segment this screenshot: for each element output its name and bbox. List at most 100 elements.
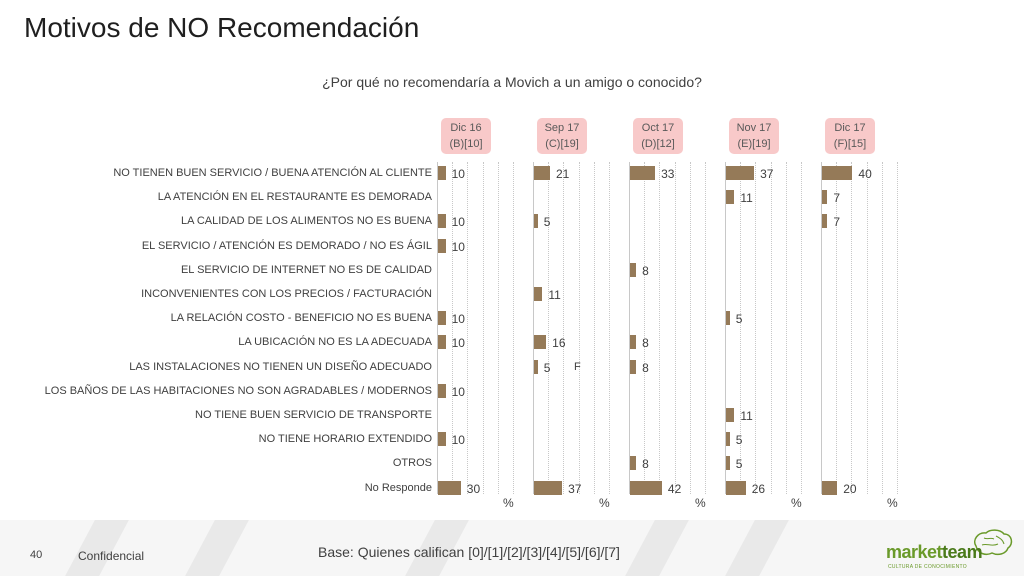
category-label: NO TIENEN BUEN SERVICIO / BUENA ATENCIÓN…	[113, 167, 432, 179]
gridline	[548, 162, 550, 494]
data-label: 8	[642, 336, 649, 351]
gridline	[467, 162, 469, 494]
series-base: (D)[12]	[641, 138, 675, 150]
data-label: 37	[760, 167, 774, 181]
gridline	[881, 162, 883, 494]
category-label: LA CALIDAD DE LOS ALIMENTOS NO ES BUENA	[180, 215, 432, 228]
data-label: 5	[735, 457, 743, 472]
gridline	[866, 162, 868, 494]
chart-subtitle: ¿Por qué no recomendaría a Movich a un a…	[322, 74, 702, 90]
series-header: Dic 17 (F)[15]	[825, 118, 875, 154]
brain-logo-icon	[974, 529, 1013, 556]
data-label: 10	[451, 384, 465, 399]
series-name: Sep 17	[544, 122, 580, 134]
footer-band	[0, 520, 1024, 576]
category-label: LOS BAÑOS DE LAS HABITACIONES NO SON AGR…	[44, 384, 432, 397]
category-label: INCONVENIENTES CON LOS PRECIOS / FACTURA…	[141, 288, 432, 300]
axis-unit-label: %	[503, 496, 514, 510]
bar	[534, 480, 563, 495]
gridline	[740, 162, 742, 494]
series-header: Nov 17 (E)[19]	[729, 118, 779, 154]
bar	[438, 214, 446, 229]
bar	[726, 480, 746, 495]
gridline	[513, 162, 514, 494]
bar	[534, 287, 543, 301]
bar	[726, 408, 735, 422]
bar	[630, 456, 637, 471]
series-base: (B)[10]	[449, 138, 483, 150]
bar	[534, 214, 538, 229]
significance-note: F	[574, 360, 581, 373]
page-number: 40	[30, 549, 43, 561]
axis-line	[725, 162, 726, 494]
bar	[438, 383, 446, 398]
logo-tagline: CULTURA DE CONOCIMIENTO	[888, 564, 967, 570]
axis-unit-label: %	[791, 496, 802, 510]
bar	[822, 166, 853, 180]
gridline	[563, 162, 565, 494]
bar	[438, 480, 461, 495]
series-header: Oct 17 (D)[12]	[633, 118, 683, 154]
bar	[438, 432, 446, 447]
bar	[726, 432, 730, 447]
category-label: NO TIENE HORARIO EXTENDIDO	[258, 433, 432, 446]
category-label: LAS INSTALACIONES NO TIENEN UN DISEÑO AD…	[129, 360, 432, 373]
bar	[726, 166, 755, 180]
bar	[822, 480, 838, 495]
gridline	[897, 162, 898, 494]
axis-unit-label: %	[599, 496, 610, 510]
series-name: Nov 17	[736, 122, 772, 134]
logo-wordmark: marketteam	[886, 542, 983, 562]
bar	[534, 359, 538, 374]
data-label: 11	[548, 288, 561, 302]
data-label: 40	[858, 167, 872, 181]
data-label: 42	[667, 481, 682, 496]
gridline	[836, 162, 838, 494]
category-label: NO TIENE BUEN SERVICIO DE TRANSPORTE	[195, 409, 432, 421]
axis-line	[437, 162, 438, 494]
data-label: 7	[833, 215, 840, 230]
bar	[630, 480, 662, 495]
gridline	[659, 162, 661, 494]
data-label: 5	[543, 215, 551, 230]
gridline	[785, 162, 787, 494]
marketteam-logo: marketteam CULTURA DE CONOCIMIENTO	[886, 528, 1020, 574]
gridline	[705, 162, 706, 494]
data-label: 20	[843, 481, 857, 496]
data-label: 16	[552, 336, 566, 351]
category-label: LA RELACIÓN COSTO - BENEFICIO NO ES BUEN…	[170, 312, 432, 325]
bar	[630, 359, 637, 374]
gridline	[689, 162, 691, 494]
axis-unit-label: %	[887, 496, 898, 510]
category-label: EL SERVICIO / ATENCIÓN ES DEMORADO / NO …	[141, 239, 432, 252]
gridline	[593, 162, 595, 494]
bar	[438, 311, 446, 326]
data-label: 37	[568, 481, 582, 496]
bar	[534, 335, 547, 350]
data-label: 5	[735, 433, 743, 448]
bar	[630, 335, 637, 350]
category-label: No Responde	[364, 481, 432, 494]
data-label: 21	[555, 167, 570, 181]
data-label: 5	[543, 360, 551, 375]
data-label: 8	[642, 263, 649, 278]
category-label: LA UBICACIÓN NO ES LA ADECUADA	[238, 336, 432, 349]
category-label: OTROS	[392, 457, 432, 470]
axis-unit-label: %	[695, 496, 706, 510]
series-base: (C)[19]	[545, 138, 579, 150]
bar	[822, 214, 828, 229]
data-label: 10	[451, 167, 465, 181]
series-name: Oct 17	[641, 122, 675, 134]
gridline	[674, 162, 676, 494]
data-label: 7	[833, 191, 840, 206]
gridline	[609, 162, 610, 494]
axis-line	[533, 162, 534, 494]
bar	[438, 166, 446, 180]
data-label: 26	[751, 481, 766, 496]
page-title: Motivos de NO Recomendación	[24, 12, 420, 43]
data-label: 33	[661, 167, 675, 181]
confidential-label: Confidencial	[78, 549, 145, 563]
data-label: 8	[642, 457, 649, 472]
bar	[822, 190, 828, 205]
gridline	[801, 162, 802, 494]
